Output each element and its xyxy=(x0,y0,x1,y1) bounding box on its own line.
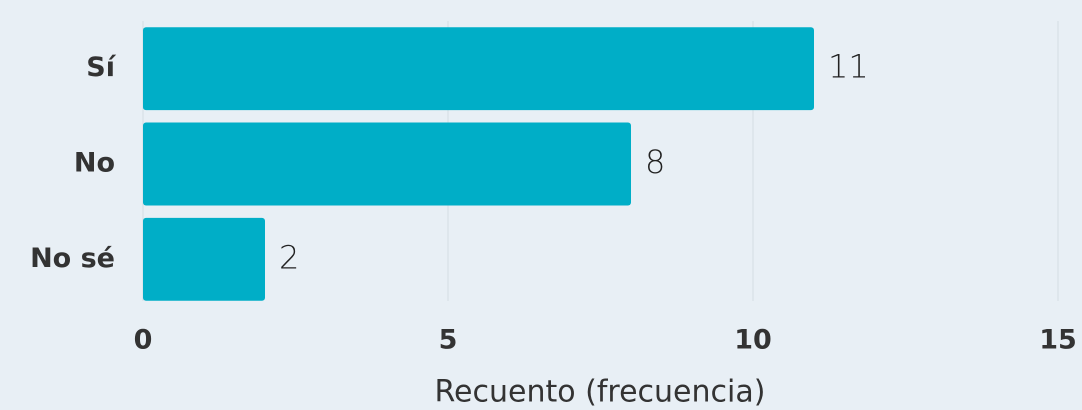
y-tick-label: Sí xyxy=(86,52,116,83)
bar xyxy=(143,122,631,206)
bar xyxy=(143,27,814,111)
x-tick-label: 0 xyxy=(134,325,153,356)
x-axis-title: Recuento (frecuencia) xyxy=(435,375,766,410)
bar xyxy=(143,217,265,301)
y-tick-label: No xyxy=(74,148,115,179)
x-tick-label: 10 xyxy=(734,325,772,356)
x-tick-label: 15 xyxy=(1039,325,1077,356)
value-label: 11 xyxy=(828,48,869,86)
x-tick-label: 5 xyxy=(439,325,458,356)
value-label: 8 xyxy=(645,143,665,181)
y-tick-label: No sé xyxy=(30,243,115,274)
value-label: 2 xyxy=(279,238,299,276)
